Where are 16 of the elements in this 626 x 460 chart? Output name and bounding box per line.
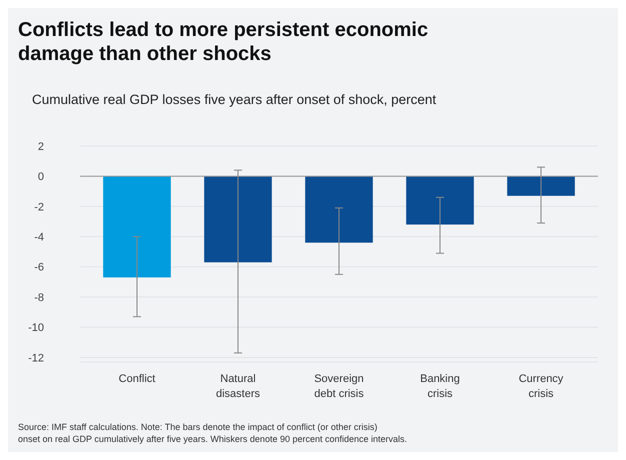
y-tick-label: -4 bbox=[34, 231, 44, 244]
chart-title: Conflicts lead to more persistent economic damage than other shocks bbox=[18, 19, 428, 65]
y-tick-label: -12 bbox=[28, 352, 44, 364]
y-tick-label: 0 bbox=[38, 171, 44, 184]
x-tick-label: Banking crisis bbox=[420, 373, 460, 400]
y-tick-label: 2 bbox=[38, 140, 44, 153]
x-tick-label: Conflict bbox=[118, 373, 156, 385]
y-tick-label: -6 bbox=[34, 262, 44, 274]
y-tick-label: -2 bbox=[34, 201, 44, 214]
chart-subtitle: Cumulative real GDP losses five years after onset of shock, percent bbox=[32, 92, 436, 107]
x-tick-label: Currency crisis bbox=[518, 373, 564, 400]
y-tick-label: -8 bbox=[34, 292, 44, 304]
y-tick-label: -10 bbox=[28, 322, 44, 334]
x-tick-label: Natural disasters bbox=[216, 373, 260, 400]
source-note: Source: IMF staff calculations. Note: The bars denote the impact of conflict (or other crisis) onset on real GDP cumulatively after five years. Whiskers denote 90 percent confidence intervals. bbox=[18, 422, 408, 444]
x-tick-label: Sovereign debt crisis bbox=[314, 373, 364, 400]
